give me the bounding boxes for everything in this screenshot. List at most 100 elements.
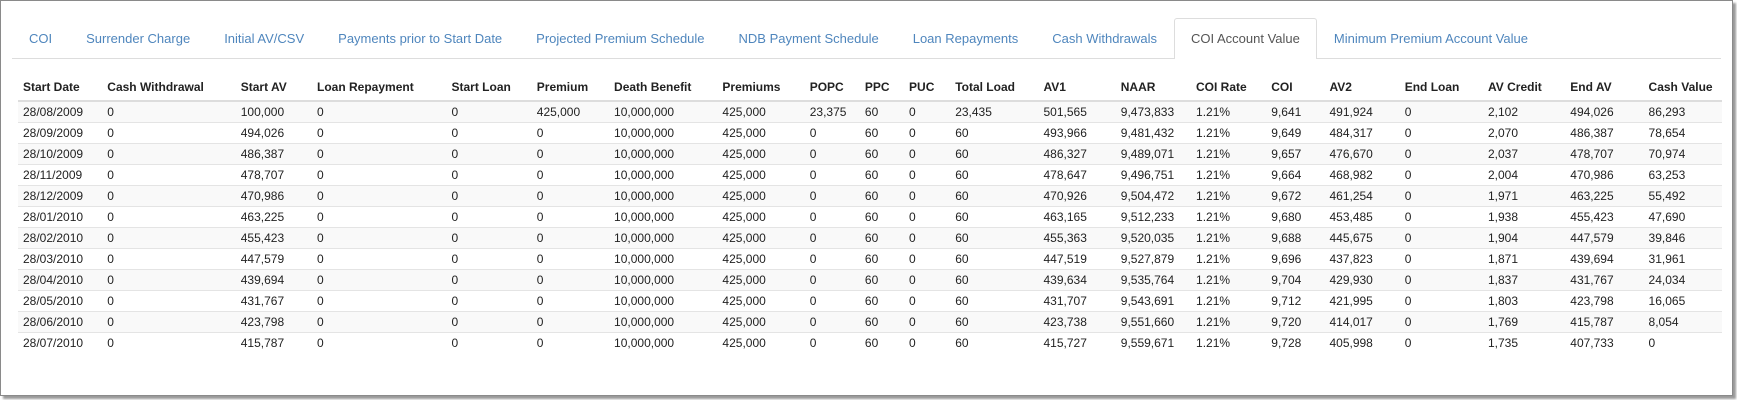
tab[interactable]: Projected Premium Schedule (536, 31, 705, 46)
table-cell: 0 (804, 248, 860, 270)
table-cell: 9,543,691 (1115, 290, 1192, 312)
table-cell: 60 (950, 227, 1039, 249)
column-header[interactable]: COI Rate (1191, 73, 1267, 102)
table-cell: 0 (804, 227, 860, 249)
column-header[interactable]: PPC (859, 73, 905, 102)
column-header[interactable]: POPC (804, 73, 860, 102)
table-cell: 425,000 (717, 122, 805, 144)
table-cell: 0 (1399, 164, 1483, 186)
column-header[interactable]: AV1 (1038, 73, 1116, 102)
column-header[interactable]: End AV (1565, 73, 1644, 102)
table-cell: 0 (1399, 122, 1483, 144)
column-header[interactable]: Cash Value (1643, 73, 1722, 102)
column-header[interactable]: AV2 (1324, 73, 1400, 102)
table-cell: 60 (950, 122, 1039, 144)
column-header[interactable]: Start Loan (446, 73, 532, 102)
table-cell: 0 (102, 164, 236, 186)
column-header[interactable]: Death Benefit (609, 73, 718, 102)
column-header[interactable]: Premiums (717, 73, 805, 102)
table-cell: 1.21% (1191, 332, 1267, 353)
table-cell: 78,654 (1643, 122, 1722, 144)
table-cell: 9,504,472 (1115, 185, 1192, 207)
column-header[interactable]: Total Load (950, 73, 1039, 102)
table-cell: 453,485 (1324, 206, 1400, 228)
table-row: 28/11/2009 0 478,707 0 0 0 10,000,000 425,000 0 6… (18, 164, 1722, 186)
tab[interactable]: Payments prior to Start Date (338, 31, 503, 46)
table-cell: 28/03/2010 (18, 248, 103, 270)
table-cell: 0 (904, 332, 951, 353)
column-header[interactable]: PUC (904, 73, 951, 102)
table-cell: 9,527,879 (1115, 248, 1192, 270)
table-cell: 28/12/2009 (18, 185, 103, 207)
table-cell: 415,787 (1565, 311, 1644, 333)
table-cell: 10,000,000 (609, 248, 718, 270)
table-cell: 0 (312, 269, 447, 291)
table-cell: 0 (1399, 185, 1483, 207)
table-cell: 0 (312, 143, 447, 165)
table-cell: 70,974 (1643, 143, 1722, 165)
column-header[interactable]: COI (1266, 73, 1325, 102)
table-row: 28/03/2010 0 447,579 0 0 0 10,000,000 425,000 0 6… (18, 248, 1722, 270)
tab[interactable]: Loan Repayments (912, 31, 1019, 46)
tab[interactable]: COI Account Value (1174, 18, 1317, 59)
table-cell: 0 (446, 227, 532, 249)
table-cell: 425,000 (717, 185, 805, 207)
table-cell: 60 (950, 269, 1039, 291)
tab[interactable]: Minimum Premium Account Value (1333, 31, 1528, 46)
column-header[interactable]: Loan Repayment (312, 73, 447, 102)
table-cell: 0 (904, 143, 951, 165)
table-cell: 463,225 (1565, 185, 1644, 207)
tab[interactable]: NDB Payment Schedule (738, 31, 879, 46)
table-cell: 9,496,751 (1115, 164, 1192, 186)
table-cell: 486,387 (235, 143, 313, 165)
column-header[interactable]: End Loan (1399, 73, 1483, 102)
column-header[interactable]: NAAR (1115, 73, 1192, 102)
table-cell: 0 (804, 290, 860, 312)
table-cell: 1.21% (1191, 122, 1267, 144)
table-cell: 463,225 (235, 206, 313, 228)
tab[interactable]: Surrender Charge (86, 31, 191, 46)
table-cell: 9,512,233 (1115, 206, 1192, 228)
table-cell: 9,559,671 (1115, 332, 1192, 353)
table-cell: 421,995 (1324, 290, 1400, 312)
table-cell: 425,000 (717, 143, 805, 165)
table-cell: 0 (102, 332, 236, 353)
table-cell: 1.21% (1191, 143, 1267, 165)
tab-bar: COI Surrender Charge Initial AV/CSV Payment… (12, 18, 1721, 59)
table-cell: 100,000 (235, 100, 313, 123)
tab[interactable]: Cash Withdrawals (1052, 31, 1157, 46)
table-cell: 486,327 (1038, 143, 1116, 165)
tab[interactable]: Initial AV/CSV (224, 31, 305, 46)
table-cell: 478,647 (1038, 164, 1116, 186)
table-cell: 415,787 (235, 332, 313, 353)
table-cell: 9,712 (1266, 290, 1325, 312)
table-cell: 1.21% (1191, 269, 1267, 291)
table-cell: 9,696 (1266, 248, 1325, 270)
table-cell: 0 (531, 122, 610, 144)
table-row: 28/04/2010 0 439,694 0 0 0 10,000,000 425,000 0 6… (18, 269, 1722, 291)
column-header[interactable]: Cash Withdrawal (102, 73, 236, 102)
column-header[interactable]: Premium (531, 73, 610, 102)
table-cell: 445,675 (1324, 227, 1400, 249)
table-cell: 491,924 (1324, 100, 1400, 123)
table-cell: 0 (446, 311, 532, 333)
table-cell: 470,926 (1038, 185, 1116, 207)
table-row: 28/02/2010 0 455,423 0 0 0 10,000,000 425,000 0 6… (18, 227, 1722, 249)
table-cell: 0 (804, 122, 860, 144)
column-header[interactable]: AV Credit (1483, 73, 1566, 102)
table-cell: 1,971 (1483, 185, 1566, 207)
tab[interactable]: COI (29, 31, 53, 46)
table-cell: 0 (312, 206, 447, 228)
table-cell: 60 (859, 269, 905, 291)
table-cell: 0 (312, 122, 447, 144)
table-cell: 470,986 (235, 185, 313, 207)
table-cell: 447,579 (235, 248, 313, 270)
table-cell: 10,000,000 (609, 206, 718, 228)
table-cell: 463,165 (1038, 206, 1116, 228)
table-cell: 494,026 (1565, 100, 1644, 123)
table-cell: 1,837 (1483, 269, 1566, 291)
column-header[interactable]: Start AV (235, 73, 313, 102)
table-cell: 9,680 (1266, 206, 1325, 228)
column-header[interactable]: Start Date (18, 73, 103, 102)
